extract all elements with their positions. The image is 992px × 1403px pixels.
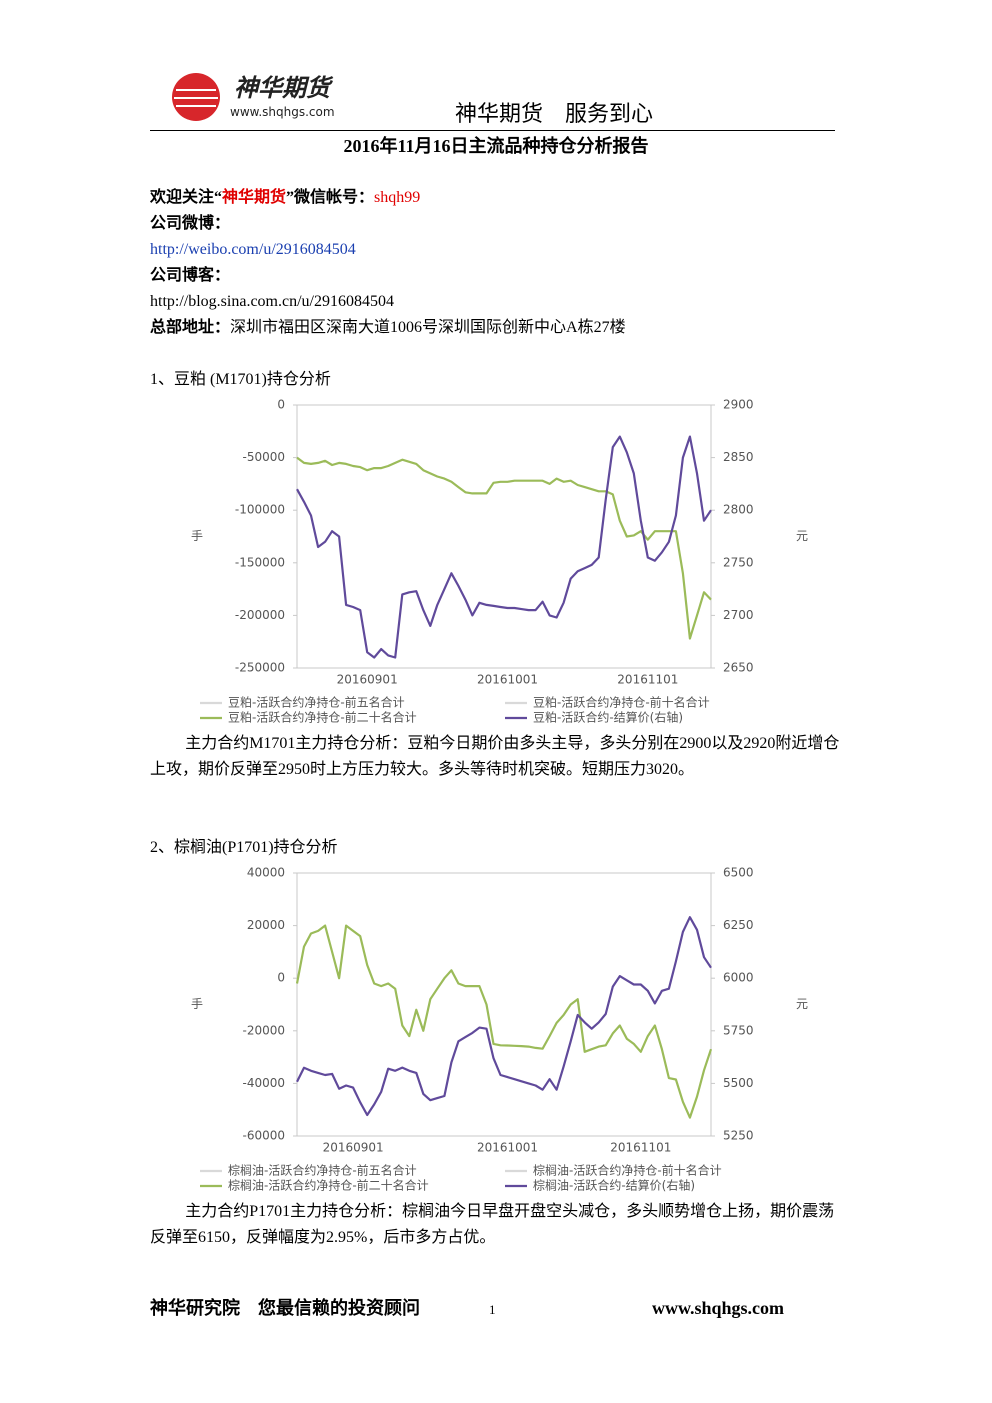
x-tick-label: 20161001 bbox=[477, 1141, 538, 1155]
y2-tick-label: 5750 bbox=[723, 1023, 754, 1037]
x-tick-label: 20161101 bbox=[610, 1141, 671, 1155]
y2-tick-label: 5250 bbox=[723, 1129, 754, 1143]
legend-label: 豆粕-活跃合约净持仓-前十名合计 bbox=[533, 695, 710, 710]
section-heading: 1、豆粕 (M1701)持仓分析 bbox=[150, 371, 331, 388]
text: ”微信帐号： bbox=[286, 189, 375, 206]
y2-tick-label: 6500 bbox=[723, 866, 754, 880]
slogan: 神华期货 服务到心 bbox=[455, 102, 654, 127]
x-tick-label: 20161101 bbox=[617, 673, 678, 687]
page-number: 1 bbox=[489, 1302, 496, 1317]
legend-label: 豆粕-活跃合约净持仓-前二十名合计 bbox=[228, 710, 417, 725]
legend-label: 豆粕-活跃合约净持仓-前五名合计 bbox=[228, 695, 405, 710]
y2-tick-label: 2850 bbox=[723, 450, 754, 464]
report-title: 2016年11月16日主流品种持仓分析报告 bbox=[343, 136, 649, 156]
y2-tick-label: 2900 bbox=[723, 398, 754, 412]
y2-tick-label: 2650 bbox=[723, 661, 754, 675]
header-rule bbox=[150, 130, 835, 131]
legend-label: 棕榈油-活跃合约净持仓-前二十名合计 bbox=[228, 1178, 429, 1193]
series-line bbox=[295, 924, 713, 1119]
welcome: 欢迎关注“神华期货”微信帐号：shqh99 bbox=[150, 188, 420, 208]
link[interactable]: http://weibo.com/u/2916084504 bbox=[150, 241, 356, 258]
paragraph: 主力合约M1701主力持仓分析：豆粕今日期价由多头主导，多头分别在2900以及2… bbox=[150, 735, 840, 778]
legend-label: 豆粕-活跃合约-结算价(右轴) bbox=[533, 710, 683, 725]
label: 总部地址： bbox=[150, 319, 231, 336]
series-line bbox=[296, 916, 712, 1117]
y2-tick-label: 2700 bbox=[723, 608, 754, 622]
y-tick-label: -20000 bbox=[242, 1023, 285, 1037]
label: 公司博客： bbox=[150, 267, 231, 284]
chart: 0 -50000 -100000 -150000 -200000 -250000 2900 2… bbox=[191, 398, 808, 725]
legend-label: 棕榈油-活跃合约净持仓-前十名合计 bbox=[533, 1163, 722, 1178]
logo: 神华期货 www.shqhgs.com bbox=[172, 73, 335, 121]
footer-left: 神华研究院 您最信赖的投资顾问 bbox=[150, 1298, 420, 1318]
logo-url: www.shqhgs.com bbox=[230, 105, 335, 119]
y2-tick-label: 2800 bbox=[723, 503, 754, 517]
plot-area bbox=[296, 404, 712, 669]
y-tick-label: -60000 bbox=[242, 1129, 285, 1143]
address: 总部地址：深圳市福田区深南大道1006号深圳国际创新中心A栋27楼 bbox=[150, 318, 626, 338]
logo-name: 神华期货 bbox=[234, 74, 334, 102]
x-tick-label: 20160901 bbox=[337, 673, 398, 687]
wechat-id: shqh99 bbox=[374, 189, 421, 206]
y-tick-label: 0 bbox=[277, 971, 285, 985]
series-line bbox=[296, 435, 712, 659]
y2-tick-label: 5500 bbox=[723, 1076, 754, 1090]
y2-tick-label: 6250 bbox=[723, 918, 754, 932]
footer-right: www.shqhgs.com bbox=[652, 1298, 785, 1318]
plot-area bbox=[296, 872, 712, 1137]
chart: 40000 20000 0 -20000 -40000 -60000 6500 6250 600… bbox=[191, 866, 808, 1193]
y2-tick-label: 6000 bbox=[723, 971, 754, 985]
x-tick-label: 20160901 bbox=[323, 1141, 384, 1155]
y-tick-label: -50000 bbox=[242, 450, 285, 464]
label: 公司微博： bbox=[150, 215, 231, 232]
y2-tick-label: 2750 bbox=[723, 555, 754, 569]
y2-axis-label: 元 bbox=[796, 529, 808, 543]
y-tick-label: 40000 bbox=[247, 866, 285, 880]
text: 深圳市福田区深南大道1006号深圳国际创新中心A栋27楼 bbox=[230, 319, 626, 336]
link[interactable]: http://blog.sina.com.cn/u/2916084504 bbox=[150, 293, 394, 310]
y-tick-label: 20000 bbox=[247, 918, 285, 932]
legend-label: 棕榈油-活跃合约-结算价(右轴) bbox=[533, 1178, 695, 1193]
y2-axis-label: 元 bbox=[796, 997, 808, 1011]
y-axis-label: 手 bbox=[191, 529, 203, 543]
y-tick-label: -100000 bbox=[235, 503, 285, 517]
y-tick-label: -40000 bbox=[242, 1076, 285, 1090]
section-heading: 2、棕榈油(P1701)持仓分析 bbox=[150, 839, 338, 856]
y-tick-label: -250000 bbox=[235, 661, 285, 675]
text: 神华期货 bbox=[222, 189, 287, 206]
y-tick-label: 0 bbox=[277, 398, 285, 412]
y-axis-label: 手 bbox=[191, 997, 203, 1011]
logo-stripes bbox=[174, 89, 218, 107]
text: 欢迎关注“ bbox=[150, 189, 223, 206]
y-tick-label: -150000 bbox=[235, 555, 285, 569]
paragraph: 主力合约P1701主力持仓分析：棕榈油今日早盘开盘空头减仓，多头顺势增仓上扬，期… bbox=[150, 1203, 835, 1246]
x-tick-label: 20161001 bbox=[477, 673, 538, 687]
y-tick-label: -200000 bbox=[235, 608, 285, 622]
legend-label: 棕榈油-活跃合约净持仓-前五名合计 bbox=[228, 1163, 417, 1178]
